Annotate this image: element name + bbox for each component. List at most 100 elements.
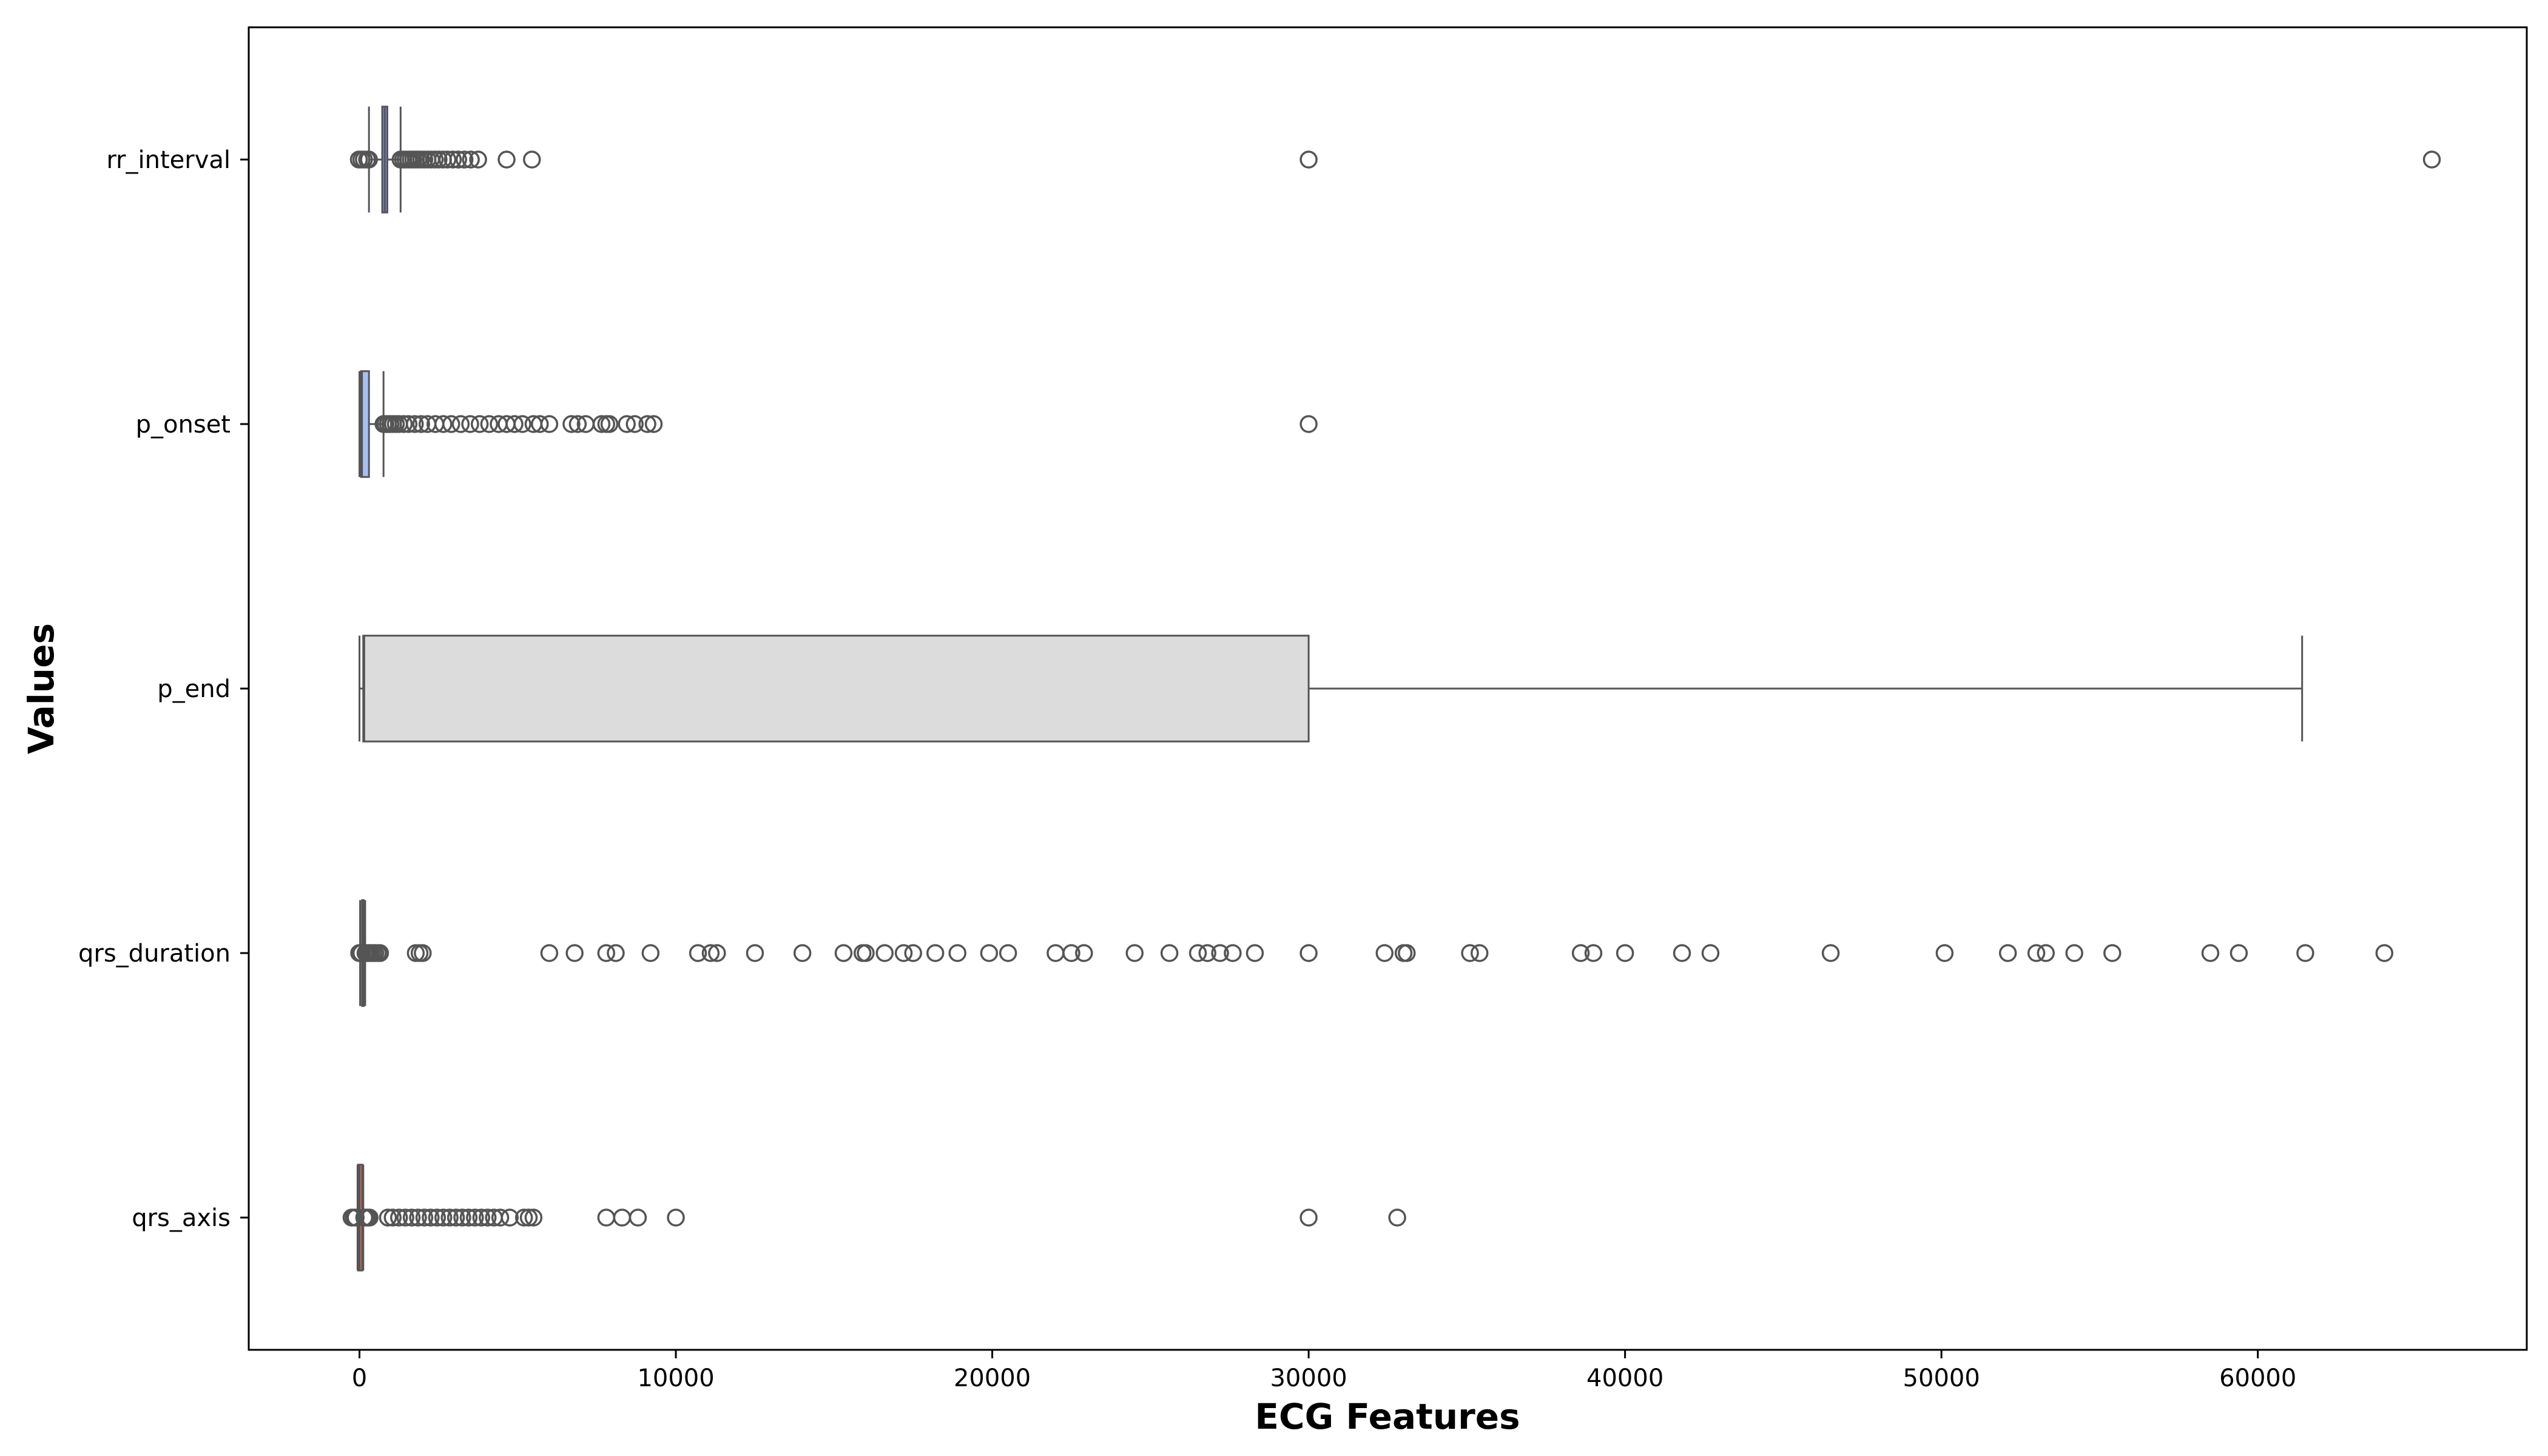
- outlier-point: [875, 944, 894, 962]
- outlier-point: [406, 415, 424, 433]
- outlier-point: [1299, 944, 1318, 962]
- outlier-point: [1062, 944, 1080, 962]
- outlier-point: [597, 944, 616, 962]
- outlier-point: [455, 150, 474, 169]
- outlier-point: [644, 415, 663, 433]
- outlier-point: [1388, 1208, 1406, 1227]
- outlier-point: [462, 150, 480, 169]
- x-tick-label: 10000: [637, 1364, 714, 1392]
- outlier-point: [894, 944, 913, 962]
- outlier-point: [531, 415, 549, 433]
- outlier-point: [618, 415, 636, 433]
- outlier-point: [2201, 944, 2220, 962]
- outlier-point: [948, 944, 966, 962]
- outlier-point: [2037, 944, 2055, 962]
- outlier-point: [371, 944, 389, 962]
- outlier-point: [2103, 944, 2122, 962]
- outlier-point: [1461, 944, 1479, 962]
- outlier-point: [1299, 150, 1318, 169]
- x-tick-label: 50000: [1903, 1364, 1980, 1392]
- outlier-point: [379, 1208, 397, 1227]
- outlier-point: [2027, 944, 2046, 962]
- box-iqr: [360, 370, 370, 478]
- outlier-point: [409, 1208, 427, 1227]
- outlier-point: [414, 944, 432, 962]
- outlier-point: [1188, 944, 1207, 962]
- outlier-point: [607, 944, 625, 962]
- outlier-point: [562, 415, 581, 433]
- outlier-point: [412, 415, 430, 433]
- outlier-point: [428, 1208, 447, 1227]
- outlier-point: [434, 1208, 453, 1227]
- outlier-point: [1375, 944, 1394, 962]
- outlier-point: [459, 1208, 478, 1227]
- plot-area: [342, 106, 2441, 1272]
- box-group-qrs-axis: [342, 1164, 1406, 1272]
- x-tick-label: 0: [352, 1364, 367, 1392]
- outlier-point: [600, 415, 619, 433]
- outlier-point: [999, 944, 1017, 962]
- outlier-point: [592, 415, 611, 433]
- outlier-point: [453, 1208, 471, 1227]
- x-tick-label: 60000: [2219, 1364, 2296, 1392]
- outlier-point: [1299, 1208, 1318, 1227]
- outlier-point: [857, 944, 875, 962]
- outlier-point: [1571, 944, 1590, 962]
- outlier-point: [470, 415, 489, 433]
- outlier-point: [980, 944, 999, 962]
- outlier-point: [1125, 944, 1144, 962]
- outlier-point: [2296, 944, 2314, 962]
- outlier-point: [513, 415, 531, 433]
- outlier-point: [491, 1208, 510, 1227]
- y-tick-label: qrs_axis: [132, 1204, 231, 1232]
- outlier-point: [505, 415, 524, 433]
- outlier-point: [442, 415, 460, 433]
- outlier-point: [565, 944, 584, 962]
- outlier-point: [514, 1208, 533, 1227]
- outlier-point: [1075, 944, 1093, 962]
- outlier-point: [447, 1208, 465, 1227]
- plot-frame: [248, 26, 2528, 1351]
- outlier-point: [500, 1208, 519, 1227]
- outlier-point: [1245, 944, 1264, 962]
- outlier-point: [701, 944, 720, 962]
- outlier-point: [1470, 944, 1489, 962]
- outlier-point: [1224, 944, 1242, 962]
- x-tick-label: 40000: [1586, 1364, 1663, 1392]
- outlier-point: [396, 1208, 414, 1227]
- outlier-point: [389, 1208, 408, 1227]
- outlier-point: [926, 944, 945, 962]
- outlier-point: [1584, 944, 1603, 962]
- y-tick-label: rr_interval: [106, 146, 231, 174]
- outlier-point: [497, 150, 516, 169]
- box-group-rr-interval: [349, 106, 2441, 214]
- outlier-point: [629, 1208, 647, 1227]
- outlier-point: [472, 1208, 491, 1227]
- y-axis-title: Values: [21, 623, 62, 754]
- outlier-point: [466, 1208, 484, 1227]
- outlier-point: [568, 415, 587, 433]
- outlier-point: [667, 1208, 685, 1227]
- outlier-point: [904, 944, 922, 962]
- outlier-point: [2375, 944, 2394, 962]
- outlier-point: [540, 944, 559, 962]
- x-tick-label: 30000: [1270, 1364, 1347, 1392]
- box-group-p-end: [359, 635, 2304, 743]
- outlier-point: [689, 944, 707, 962]
- outlier-point: [641, 944, 660, 962]
- outlier-point: [1398, 944, 1416, 962]
- outlier-point: [1198, 944, 1216, 962]
- y-tick-label: qrs_duration: [78, 940, 231, 968]
- outlier-point: [2230, 944, 2248, 962]
- outlier-point: [746, 944, 764, 962]
- outlier-point: [793, 944, 812, 962]
- outlier-point: [440, 1208, 459, 1227]
- outlier-point: [2422, 150, 2441, 169]
- outlier-point: [1701, 944, 1720, 962]
- outlier-point: [1935, 944, 1954, 962]
- y-tick-label: p_onset: [136, 411, 231, 439]
- outlier-point: [834, 944, 853, 962]
- outlier-point: [540, 415, 559, 433]
- outlier-point: [461, 415, 479, 433]
